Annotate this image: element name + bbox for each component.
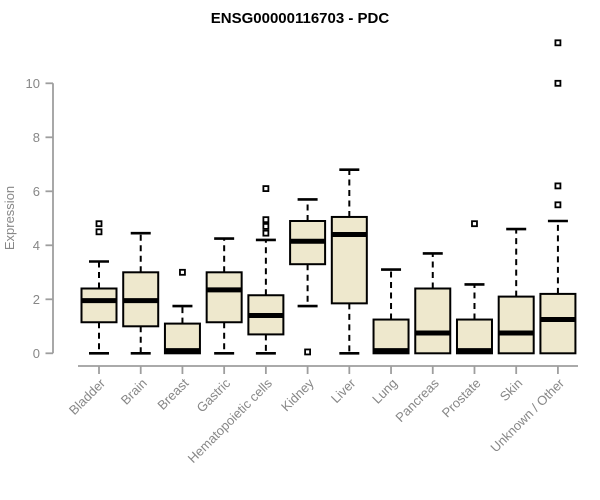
box-skin-iqr [497,295,535,355]
x-category-label-gastric: Gastric [194,375,234,415]
y-axis-title: Expression [2,186,17,250]
box-gastric-iqr [205,271,243,324]
box-breast-outlier [179,268,186,276]
x-category-label-lung: Lung [369,376,400,407]
box-unknown-other-outlier [554,39,562,47]
y-tick-label: 8 [33,130,40,145]
box-prostate-outlier [471,220,478,228]
y-tick-label: 10 [26,76,40,91]
box-liver-iqr [330,215,368,305]
box-pancreas-iqr [414,287,452,355]
x-category-label-prostate: Prostate [439,376,484,421]
box-bladder-iqr [80,287,118,324]
x-category-label-bladder: Bladder [66,375,109,418]
y-tick-label: 6 [33,184,40,199]
box-unknown-other-outlier [554,79,562,87]
x-category-label-unknown-other: Unknown / Other [487,375,567,455]
chart-title: ENSG00000116703 - PDC [211,10,390,27]
y-tick-label: 0 [33,346,40,361]
box-hematopoietic-cells-outlier [262,185,270,193]
y-tick-label: 2 [33,292,40,307]
box-hematopoietic-cells-outlier [262,216,270,224]
x-category-label-kidney: Kidney [278,375,317,414]
x-category-label-breast: Breast [154,375,191,412]
y-tick-label: 4 [33,238,40,253]
x-category-label-liver: Liver [328,375,359,406]
box-unknown-other-outlier [554,201,562,209]
box-unknown-other-iqr [539,292,577,355]
box-hematopoietic-cells-outlier [262,222,270,230]
box-hematopoietic-cells-outlier [262,229,270,237]
box-prostate-iqr [455,318,493,355]
box-bladder-outlier [95,228,103,236]
box-kidney-outlier [304,348,312,356]
box-bladder-outlier [95,220,103,228]
x-category-label-brain: Brain [118,376,150,408]
box-lung-iqr [372,318,410,355]
x-category-label-pancreas: Pancreas [392,375,442,425]
box-unknown-other-outlier [554,182,562,190]
x-category-label-skin: Skin [497,376,525,404]
